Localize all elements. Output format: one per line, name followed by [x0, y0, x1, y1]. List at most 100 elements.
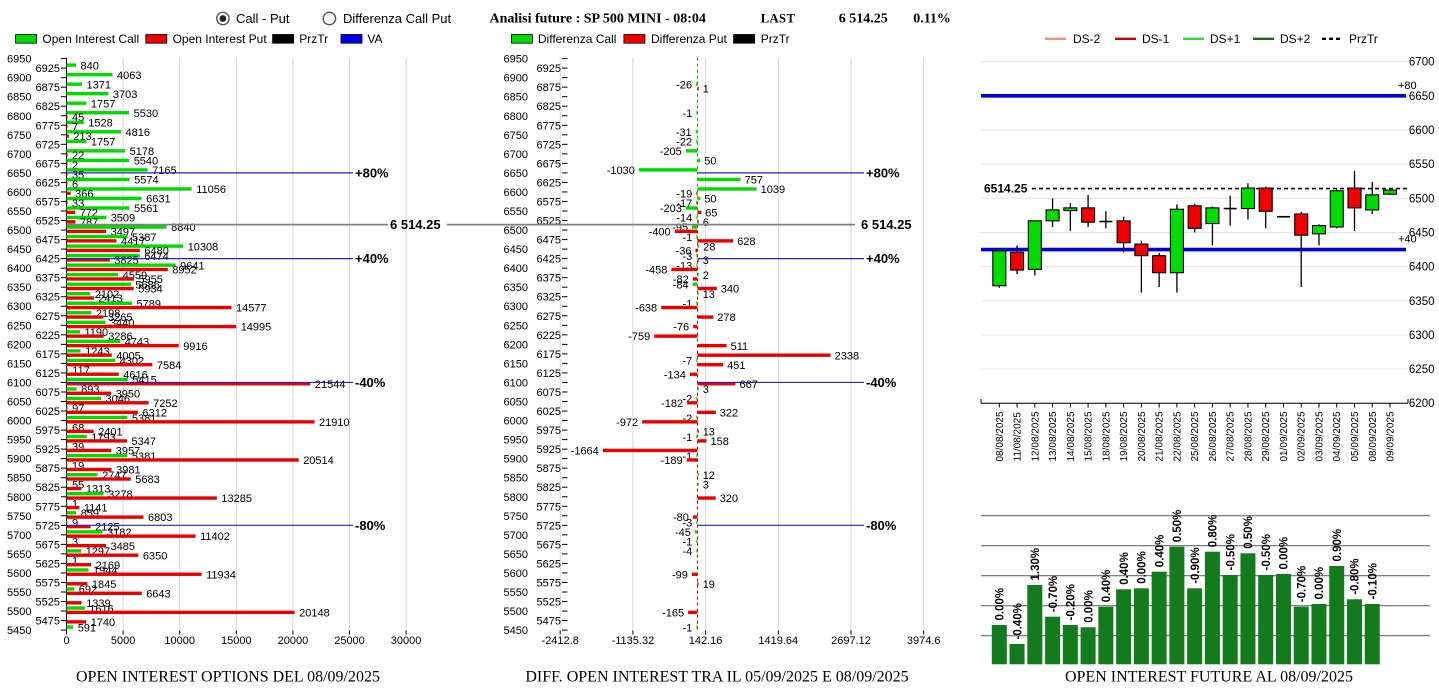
svg-text:1: 1: [703, 84, 709, 96]
svg-text:158: 158: [711, 436, 729, 448]
svg-text:6275: 6275: [537, 311, 561, 323]
svg-text:5475: 5475: [36, 616, 60, 628]
svg-text:5525: 5525: [36, 597, 60, 609]
svg-text:05/09/2025: 05/09/2025: [1350, 411, 1361, 461]
svg-text:6925: 6925: [36, 63, 60, 75]
svg-text:5625: 5625: [537, 558, 561, 570]
svg-text:6450: 6450: [504, 244, 528, 256]
svg-text:5775: 5775: [36, 501, 60, 513]
svg-text:5550: 5550: [504, 587, 528, 599]
svg-text:PrzTr: PrzTr: [761, 32, 790, 46]
svg-text:1740: 1740: [91, 617, 115, 629]
svg-text:5530: 5530: [134, 108, 158, 120]
svg-text:6450: 6450: [1409, 227, 1435, 239]
svg-text:5575: 5575: [36, 578, 60, 590]
svg-text:6325: 6325: [537, 292, 561, 304]
svg-text:-31: -31: [676, 127, 692, 139]
svg-text:667: 667: [740, 379, 758, 391]
svg-text:3: 3: [703, 479, 709, 491]
svg-text:6750: 6750: [504, 130, 528, 142]
svg-text:Open Interest Call: Open Interest Call: [42, 32, 139, 46]
svg-text:6675: 6675: [36, 158, 60, 170]
svg-text:-0.90%: -0.90%: [1190, 547, 1202, 583]
svg-text:6450: 6450: [7, 244, 31, 256]
svg-text:-400: -400: [649, 227, 671, 239]
svg-text:03/09/2025: 03/09/2025: [1315, 411, 1326, 461]
svg-text:5925: 5925: [36, 444, 60, 456]
svg-text:-82: -82: [673, 274, 689, 286]
svg-text:6775: 6775: [537, 120, 561, 132]
svg-text:Differenza Put: Differenza Put: [651, 32, 727, 46]
svg-text:-0.50%: -0.50%: [1225, 534, 1237, 570]
svg-text:3: 3: [703, 255, 709, 267]
svg-text:0.50%: 0.50%: [1172, 510, 1184, 543]
svg-text:-1135.32: -1135.32: [612, 635, 655, 647]
svg-text:6725: 6725: [36, 139, 60, 151]
svg-text:6250: 6250: [1409, 364, 1435, 376]
svg-text:6: 6: [72, 179, 78, 191]
svg-text:5000: 5000: [111, 635, 135, 647]
svg-text:LAST: LAST: [761, 12, 796, 26]
svg-text:1419.64: 1419.64: [758, 635, 798, 647]
svg-text:0.00%: 0.00%: [1083, 590, 1095, 623]
svg-text:14995: 14995: [241, 322, 272, 334]
svg-text:29/08/2025: 29/08/2025: [1261, 411, 1272, 461]
svg-text:+40%: +40%: [355, 251, 389, 266]
svg-text:DIFF. OPEN INTEREST TRA IL 05/: DIFF. OPEN INTEREST TRA IL 05/09/2025 E …: [525, 669, 908, 686]
svg-text:840: 840: [81, 60, 99, 72]
svg-text:22/08/2025: 22/08/2025: [1172, 411, 1183, 461]
svg-text:6825: 6825: [537, 101, 561, 113]
svg-text:-972: -972: [616, 417, 638, 429]
svg-text:6250: 6250: [7, 320, 31, 332]
svg-text:6625: 6625: [537, 177, 561, 189]
svg-text:15/08/2025: 15/08/2025: [1084, 411, 1095, 461]
svg-text:8952: 8952: [172, 265, 196, 277]
svg-text:+40%: +40%: [866, 251, 900, 266]
svg-text:-638: -638: [635, 303, 657, 315]
svg-text:-80%: -80%: [866, 518, 897, 533]
svg-text:6300: 6300: [7, 301, 31, 313]
svg-text:5675: 5675: [537, 539, 561, 551]
svg-text:5450: 5450: [504, 625, 528, 637]
svg-text:1: 1: [72, 499, 78, 511]
svg-text:-99: -99: [672, 569, 688, 581]
svg-text:-0.10%: -0.10%: [1368, 563, 1380, 599]
svg-text:3950: 3950: [116, 388, 140, 400]
svg-text:5686: 5686: [135, 279, 159, 291]
svg-text:5500: 5500: [504, 606, 528, 618]
svg-text:-189: -189: [661, 455, 683, 467]
svg-text:6475: 6475: [537, 235, 561, 247]
svg-text:5900: 5900: [7, 454, 31, 466]
svg-text:6250: 6250: [504, 320, 528, 332]
svg-text:-458: -458: [645, 265, 667, 277]
svg-text:25/08/2025: 25/08/2025: [1190, 411, 1201, 461]
svg-text:-76: -76: [673, 322, 689, 334]
svg-text:0.00%: 0.00%: [1279, 537, 1291, 570]
svg-text:6150: 6150: [504, 358, 528, 370]
svg-text:11402: 11402: [200, 531, 230, 543]
svg-text:11/08/2025: 11/08/2025: [1013, 412, 1024, 462]
svg-text:-36: -36: [676, 246, 692, 258]
svg-text:5725: 5725: [36, 520, 60, 532]
svg-text:DS+2: DS+2: [1280, 32, 1311, 46]
svg-text:5600: 5600: [504, 568, 528, 580]
svg-text:27/08/2025: 27/08/2025: [1226, 411, 1237, 461]
svg-text:6631: 6631: [146, 194, 170, 206]
svg-text:20/08/2025: 20/08/2025: [1137, 411, 1148, 461]
svg-text:320: 320: [720, 493, 738, 505]
svg-text:5750: 5750: [504, 511, 528, 523]
svg-text:65: 65: [705, 207, 717, 219]
svg-text:4816: 4816: [126, 127, 150, 139]
svg-text:5900: 5900: [504, 454, 528, 466]
svg-text:-84: -84: [673, 279, 689, 291]
svg-text:6425: 6425: [36, 254, 60, 266]
svg-text:6: 6: [703, 217, 709, 229]
svg-text:511: 511: [731, 341, 749, 353]
svg-text:6400: 6400: [7, 263, 31, 275]
svg-text:6200: 6200: [7, 339, 31, 351]
svg-text:6025: 6025: [537, 406, 561, 418]
svg-text:VA: VA: [367, 32, 382, 46]
svg-text:6175: 6175: [36, 349, 60, 361]
svg-text:1: 1: [72, 556, 78, 568]
svg-text:0.00%: 0.00%: [995, 588, 1007, 621]
